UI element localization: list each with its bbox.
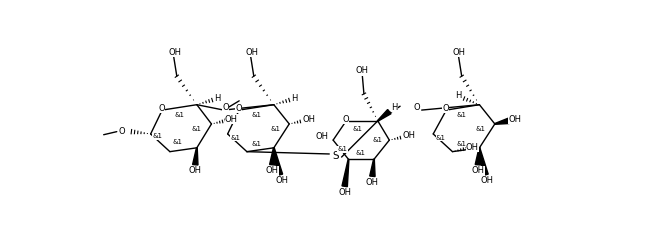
- Text: OH: OH: [366, 178, 379, 187]
- Text: OH: OH: [245, 48, 258, 57]
- Text: OH: OH: [508, 115, 521, 124]
- Text: OH: OH: [356, 66, 369, 75]
- Text: &1: &1: [373, 137, 383, 143]
- Text: OH: OH: [471, 166, 484, 175]
- Text: &1: &1: [251, 141, 261, 147]
- Text: &1: &1: [457, 141, 467, 147]
- Polygon shape: [342, 159, 349, 187]
- Text: &1: &1: [353, 126, 363, 132]
- Text: H: H: [455, 91, 461, 100]
- Polygon shape: [192, 148, 198, 165]
- Text: OH: OH: [266, 166, 279, 175]
- Text: OH: OH: [403, 131, 416, 140]
- Text: &1: &1: [192, 126, 202, 132]
- Polygon shape: [479, 148, 488, 175]
- Text: O: O: [442, 104, 449, 113]
- Text: OH: OH: [338, 188, 351, 197]
- Text: &1: &1: [251, 112, 261, 118]
- Text: H: H: [291, 94, 298, 103]
- Text: O: O: [222, 103, 229, 112]
- Text: OH: OH: [188, 166, 202, 175]
- Text: S: S: [332, 150, 339, 160]
- Text: OH: OH: [508, 115, 521, 124]
- Text: O: O: [158, 104, 164, 113]
- Text: OH: OH: [303, 115, 316, 124]
- Text: &1: &1: [174, 112, 184, 118]
- Text: &1: &1: [173, 140, 183, 145]
- Text: OH: OH: [466, 142, 479, 152]
- Text: H: H: [391, 102, 398, 112]
- Text: &1: &1: [230, 135, 240, 141]
- Text: &1: &1: [270, 126, 280, 132]
- Text: &1: &1: [436, 135, 446, 141]
- Text: &1: &1: [153, 133, 162, 139]
- Text: O: O: [342, 115, 349, 124]
- Polygon shape: [495, 118, 509, 124]
- Text: OH: OH: [168, 48, 181, 57]
- Polygon shape: [370, 159, 375, 176]
- Text: &1: &1: [475, 126, 485, 132]
- Text: &1: &1: [337, 146, 347, 152]
- Text: OH: OH: [315, 132, 328, 141]
- Text: H: H: [214, 94, 221, 103]
- Text: OH: OH: [225, 115, 238, 124]
- Polygon shape: [270, 148, 275, 165]
- Polygon shape: [274, 148, 283, 175]
- Text: OH: OH: [453, 48, 466, 57]
- Text: O: O: [118, 127, 125, 136]
- Text: &1: &1: [457, 112, 467, 118]
- Polygon shape: [475, 148, 480, 165]
- Text: O: O: [235, 104, 242, 113]
- Polygon shape: [378, 110, 391, 121]
- Text: O: O: [414, 103, 421, 112]
- Text: OH: OH: [275, 176, 288, 186]
- Text: OH: OH: [480, 176, 493, 186]
- Text: &1: &1: [355, 150, 365, 156]
